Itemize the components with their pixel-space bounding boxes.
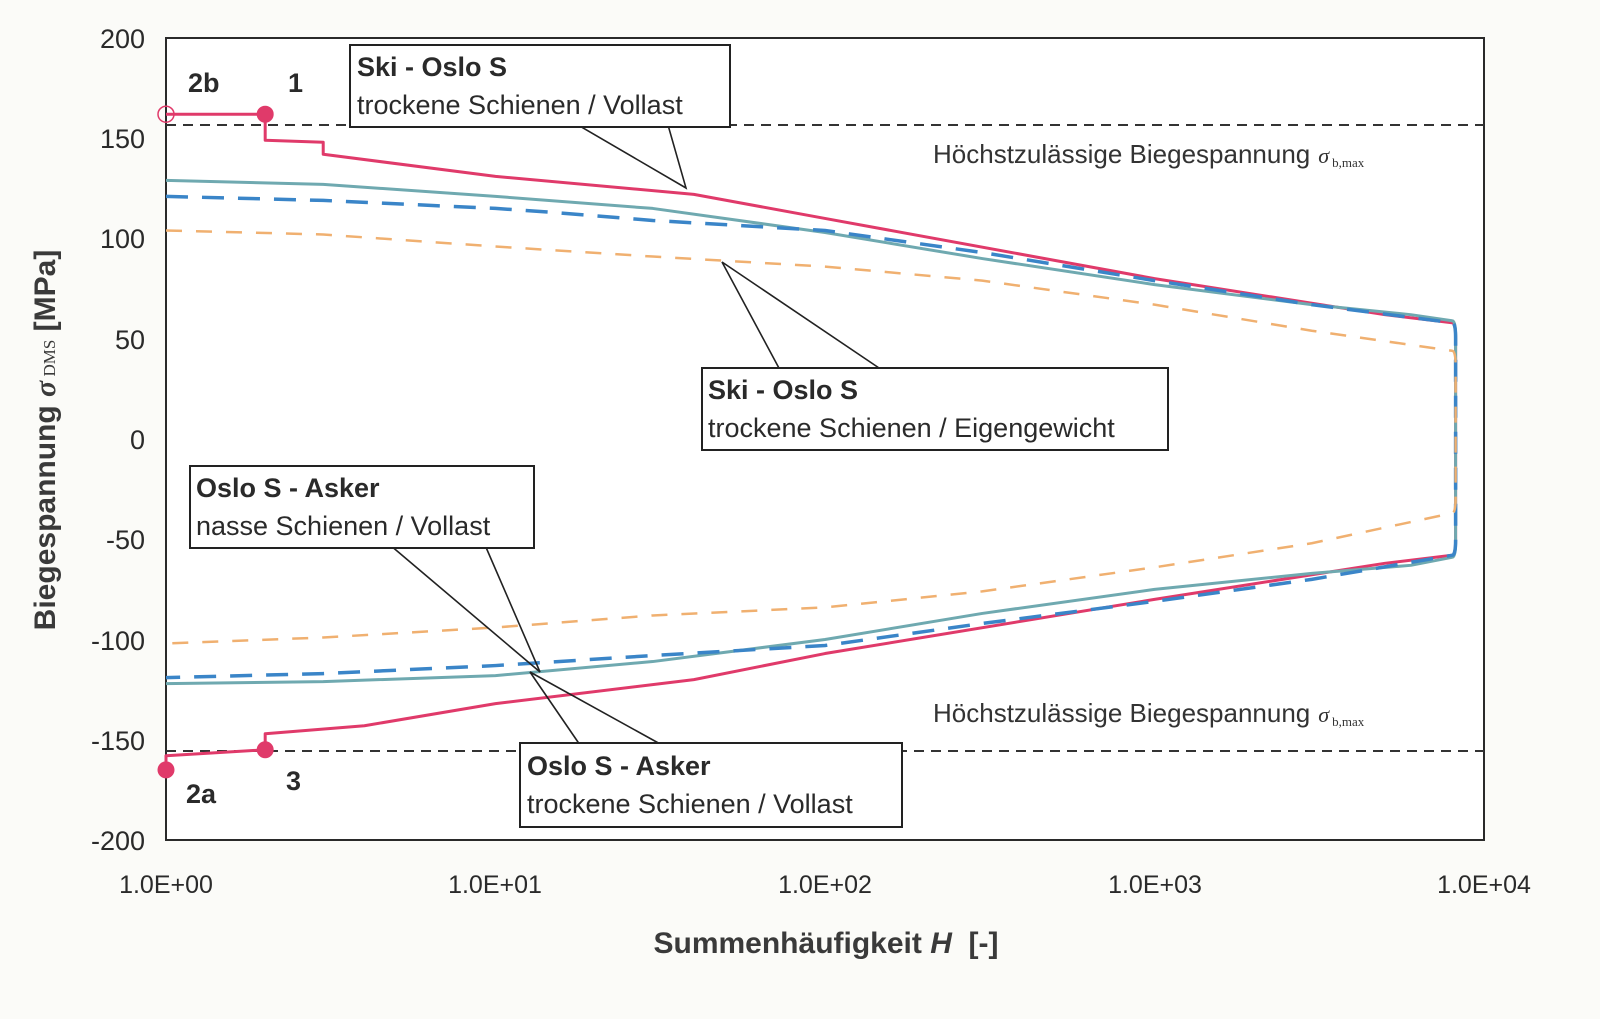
annotation-leaders — [389, 124, 883, 746]
y-tick: 100 — [100, 224, 145, 254]
annotation-box — [189, 465, 535, 549]
x-tick: 1.0E+00 — [119, 871, 213, 899]
annotation-subtitle: trockene Schienen / Eigengewicht — [708, 413, 1115, 443]
y-tick: -200 — [91, 826, 145, 856]
series-line — [165, 194, 1458, 680]
upper-limit-label: Höchstzulässige Biegespannung σ b,max — [933, 139, 1365, 170]
annotation-box — [519, 742, 903, 828]
annotation-title: Oslo S - Asker — [527, 751, 711, 781]
annotation-title: Ski - Oslo S — [357, 52, 507, 82]
annotation-ski-oslo-vollast: Ski - Oslo S trockene Schienen / Vollast — [349, 44, 731, 128]
point-label-2b: 2b — [188, 68, 220, 98]
y-tick: -150 — [91, 726, 145, 756]
y-tick: -100 — [91, 626, 145, 656]
annotation-oslo-asker-nass: Oslo S - Asker nasse Schienen / Vollast — [189, 465, 535, 549]
point-label-1: 1 — [288, 68, 303, 98]
point-label-2a: 2a — [186, 779, 217, 809]
y-axis-title: Biegespannung σ DMS [MPa] — [29, 250, 62, 631]
annotation-subtitle: nasse Schienen / Vollast — [196, 511, 491, 541]
series-layer — [164, 112, 1458, 770]
leader-ski-vollast — [577, 124, 688, 190]
marker-point-2b — [157, 105, 175, 123]
y-tick: -50 — [106, 525, 145, 555]
x-tick: 1.0E+02 — [778, 871, 872, 899]
marker-point-2a — [157, 761, 175, 779]
x-axis-title: Summenhäufigkeit H [-] — [653, 927, 998, 960]
y-tick: 200 — [100, 24, 145, 54]
y-tick: 0 — [130, 425, 145, 455]
marker-point-1 — [256, 105, 274, 123]
y-tick: 50 — [115, 325, 145, 355]
leader-asker-trocken — [529, 671, 663, 746]
annotation-box — [701, 367, 1169, 451]
leader-ski-eigengewicht — [721, 261, 883, 371]
leader-asker-nass — [389, 544, 541, 673]
y-tick: 150 — [100, 124, 145, 154]
annotation-subtitle: trockene Schienen / Vollast — [357, 90, 683, 120]
annotation-title: Ski - Oslo S — [708, 375, 858, 405]
annotation-ski-oslo-eigengewicht: Ski - Oslo S trockene Schienen / Eigenge… — [701, 367, 1169, 451]
x-tick: 1.0E+01 — [448, 871, 542, 899]
annotation-title: Oslo S - Asker — [196, 473, 380, 503]
marker-layer — [157, 105, 274, 779]
annotation-oslo-asker-trocken: Oslo S - Asker trockene Schienen / Volla… — [519, 742, 903, 828]
marker-point-3 — [256, 741, 274, 759]
x-axis-ticks: 1.0E+00 1.0E+01 1.0E+02 1.0E+03 1.0E+04 — [119, 871, 1531, 899]
y-axis-ticks: 200 150 100 50 0 -50 -100 -150 -200 — [91, 24, 145, 856]
x-tick: 1.0E+04 — [1437, 871, 1531, 899]
lower-limit-label: Höchstzulässige Biegespannung σ b,max — [933, 698, 1365, 729]
point-label-3: 3 — [286, 766, 301, 796]
x-tick: 1.0E+03 — [1108, 871, 1202, 899]
annotation-box — [349, 44, 731, 128]
annotation-subtitle: trockene Schienen / Vollast — [527, 789, 853, 819]
